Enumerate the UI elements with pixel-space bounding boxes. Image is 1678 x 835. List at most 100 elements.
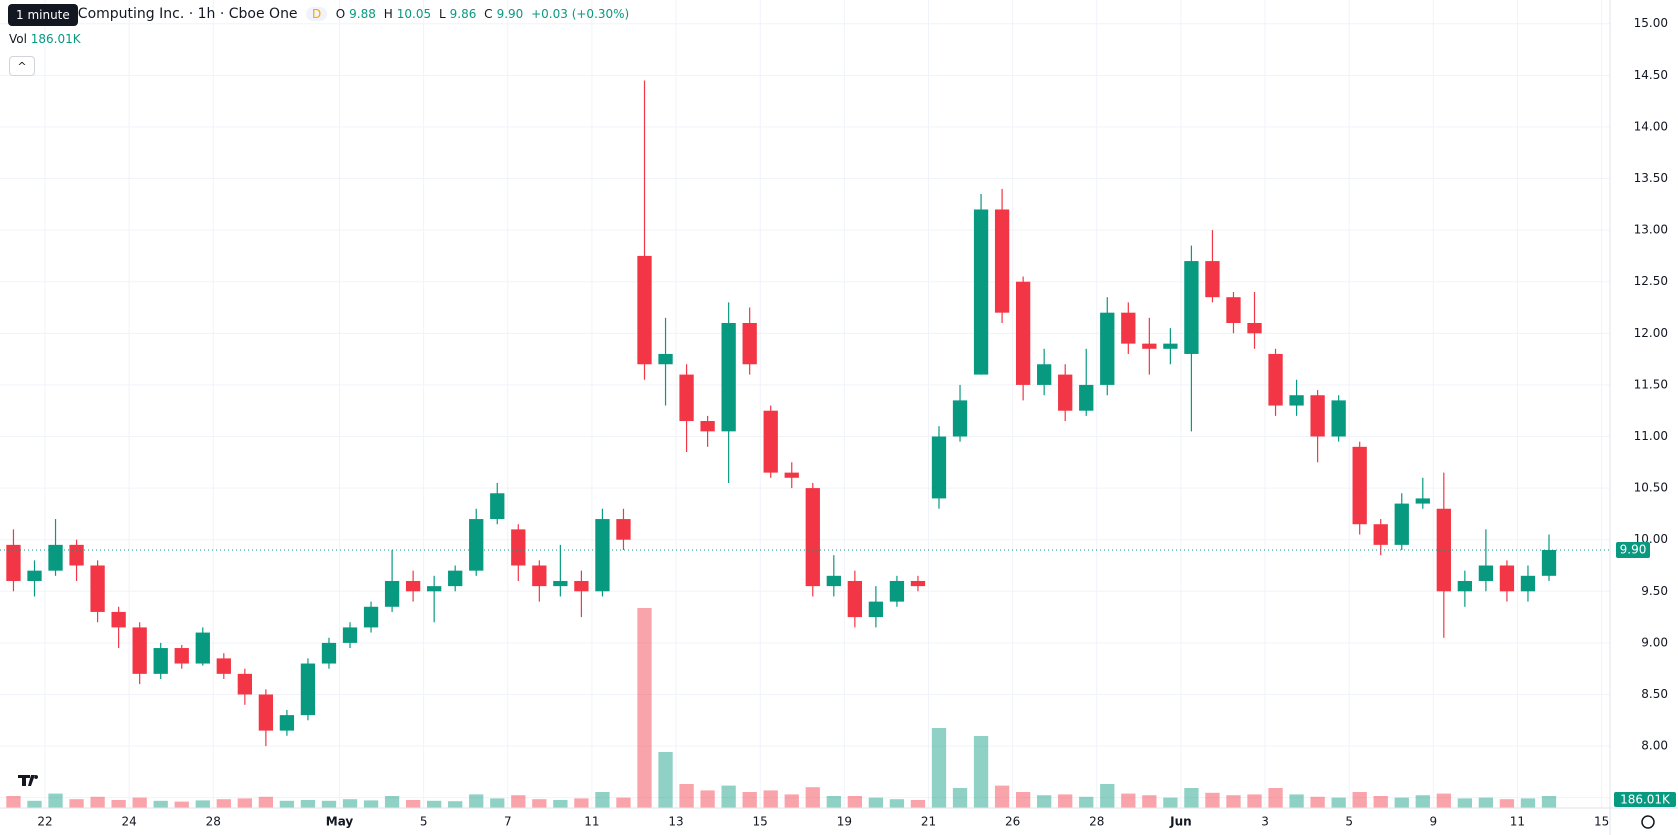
volume-bar [742,792,757,808]
volume-bar [1457,798,1473,808]
grid [0,0,1610,808]
candle-body [868,601,884,618]
candle-body [679,374,694,422]
candle-body [1499,565,1515,592]
collapse-button[interactable]: ^ [9,56,35,76]
candle-body [1436,508,1451,592]
candle-body [90,565,105,612]
candle-body [952,400,968,437]
candle-body [69,544,84,566]
volume-bar [1247,794,1262,808]
volume-bar [1373,796,1388,808]
candle-body [490,493,505,520]
volume-bar [1394,797,1409,808]
volume-bar [1226,795,1241,808]
volume-bar [700,790,715,808]
settings-icon[interactable] [1641,815,1655,829]
candle-body [1226,297,1241,323]
y-tick-label: 12.00 [1634,326,1668,340]
volume-bar [469,794,484,808]
volume-bar [448,801,463,808]
candle-body [511,529,526,566]
symbol-title: Quantum Computing Inc. · 1h · Cboe One [8,6,298,22]
x-tick-label: 15 [1594,815,1609,829]
candle-body [48,544,63,571]
h-label: H [383,7,393,21]
x-tick-label: May [326,815,354,829]
volume-bar [1015,792,1031,808]
candle-body [1121,312,1136,344]
candle-body [910,580,926,587]
candle-body [1079,384,1094,411]
volume-bar [69,799,84,808]
volume-bar [931,728,947,808]
volume-bar [48,793,63,808]
volume-bar [384,796,400,808]
volume-bar [300,800,316,808]
candle-body [111,611,126,628]
candle-body [1205,261,1220,298]
volume-bar [111,800,126,808]
volume-bar [1415,795,1430,808]
y-tick-label: 13.50 [1634,171,1668,185]
o-label: O [335,7,346,21]
y-tick-label: 15.00 [1634,16,1668,30]
candle-body [700,421,715,432]
change: +0.03 (+0.30%) [531,7,630,21]
volume-bar [889,799,905,808]
volume-bar [427,800,442,808]
candle-body [1100,312,1115,385]
y-tick-label: 9.50 [1641,584,1668,598]
volume-bar [952,788,968,808]
volume-bar [1268,788,1283,808]
x-tick-label: 28 [1089,815,1104,829]
volume-bar [532,799,547,808]
x-tick-label: 5 [1345,815,1353,829]
candle-body [6,544,21,581]
volume-bar [595,792,610,808]
candle-body [27,570,42,581]
y-tick-label: 10.50 [1634,481,1668,495]
volume-layer [6,608,1557,808]
y-tick-label: 12.50 [1634,274,1668,288]
volume-bar [973,736,989,808]
x-tick-label: 11 [584,815,599,829]
volume-bar [826,796,841,808]
candle-body [1520,575,1536,592]
candle-body [931,436,947,499]
last-volume-label: 186.01K [1620,793,1671,807]
volume-bar [805,787,820,808]
volume-bar [721,785,736,808]
volume-bar [6,796,21,808]
candle-body [132,627,147,674]
candle-body [1478,565,1494,581]
x-tick-label: 9 [1429,815,1437,829]
volume-bar [195,800,210,808]
x-tick-label: 15 [753,815,768,829]
candle-body [195,632,210,664]
candle-body [1541,550,1557,576]
candle-body [405,580,421,592]
volume-bar [847,796,863,808]
last-price-label: 9.90 [1620,543,1647,557]
candle-body [1163,343,1178,349]
candle-body [384,580,400,607]
candle-body [742,322,757,365]
volume-bar [1037,795,1052,808]
candle-body [1373,524,1388,545]
volume-bar [1079,796,1094,808]
volume-bar [511,795,526,808]
candle-body [1394,503,1409,545]
volume-bar [363,800,379,808]
y-tick-label: 14.50 [1634,68,1668,82]
candle-body [1247,322,1262,334]
volume-bar [574,798,589,808]
candle-body [427,586,442,592]
volume-bar [258,796,274,808]
y-tick-label: 8.50 [1641,687,1668,701]
volume-bar [616,797,631,808]
volume-bar [342,799,358,808]
x-tick-label: 13 [668,815,683,829]
y-tick-label: 9.00 [1641,635,1668,649]
candle-body [595,519,610,592]
